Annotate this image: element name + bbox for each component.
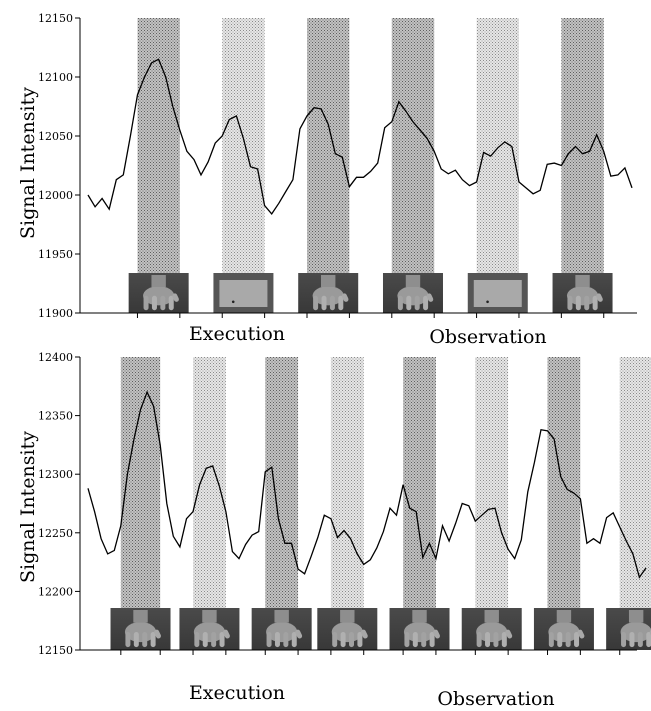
top-block-1 bbox=[222, 18, 265, 313]
bottom-block-7 bbox=[619, 357, 651, 650]
bottom-thumb-3 bbox=[317, 608, 378, 650]
bottom-thumb-0 bbox=[110, 608, 171, 650]
bottom-ytick-label-3: 12300 bbox=[38, 468, 73, 481]
top-block-5 bbox=[561, 18, 604, 313]
bottom-block-6 bbox=[547, 357, 581, 650]
top-ylabel: Signal Intensity bbox=[17, 87, 39, 239]
top-block-3 bbox=[391, 18, 435, 313]
bottom-thumb-4 bbox=[389, 608, 450, 650]
top-ytick-label-2: 12000 bbox=[38, 189, 73, 202]
bottom-ytick-label-1: 12200 bbox=[38, 585, 73, 598]
top-thumb-3 bbox=[382, 273, 443, 313]
top-panel: 11900 11950 12000 12050 12100 12150 Signal In… bbox=[17, 12, 637, 348]
bottom-ytick-label-4: 12350 bbox=[38, 410, 73, 423]
bottom-block-3 bbox=[330, 357, 364, 650]
top-thumb-5 bbox=[552, 273, 613, 313]
bottom-ylabel: Signal Intensity bbox=[17, 431, 39, 583]
top-thumb-0 bbox=[128, 273, 189, 313]
top-label-execution: Execution bbox=[189, 323, 285, 345]
bottom-signal-line bbox=[87, 390, 647, 579]
bottom-thumb-7 bbox=[606, 608, 651, 650]
bottom-panel: 12150 12200 12250 12300 12350 12400 Signal In… bbox=[17, 351, 651, 710]
top-ytick-label-1: 11950 bbox=[38, 248, 73, 261]
top-thumb-4 bbox=[467, 273, 528, 313]
bottom-thumb-1 bbox=[179, 608, 240, 650]
bottom-block-5 bbox=[475, 357, 509, 650]
bottom-ytick-label-0: 12150 bbox=[38, 644, 73, 657]
bottom-block-1 bbox=[193, 357, 226, 650]
top-label-observation: Observation bbox=[429, 326, 546, 348]
bottom-thumb-5 bbox=[461, 608, 522, 650]
top-thumb-2 bbox=[298, 273, 359, 313]
top-block-4 bbox=[476, 18, 519, 313]
bottom-ytick-label-5: 12400 bbox=[38, 351, 73, 364]
top-thumb-1 bbox=[213, 273, 274, 313]
bottom-block-0 bbox=[120, 357, 161, 650]
top-ytick-label-0: 11900 bbox=[38, 307, 73, 320]
top-ytick-label-5: 12150 bbox=[38, 12, 73, 25]
bottom-label-observation: Observation bbox=[437, 688, 554, 710]
bottom-thumb-2 bbox=[251, 608, 312, 650]
bottom-thumb-6 bbox=[533, 608, 594, 650]
bottom-label-execution: Execution bbox=[189, 682, 285, 704]
top-ytick-label-4: 12100 bbox=[38, 71, 73, 84]
bottom-block-2 bbox=[265, 357, 299, 650]
top-block-2 bbox=[307, 18, 350, 313]
top-signal-line bbox=[87, 58, 633, 215]
top-ytick-label-3: 12050 bbox=[38, 130, 73, 143]
top-block-0 bbox=[137, 18, 180, 313]
bottom-ytick-label-2: 12250 bbox=[38, 527, 73, 540]
